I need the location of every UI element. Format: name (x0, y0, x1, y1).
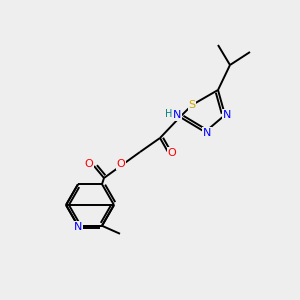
Text: N: N (173, 110, 181, 120)
Text: O: O (117, 159, 125, 169)
Text: O: O (168, 148, 176, 158)
Text: N: N (223, 110, 231, 120)
Text: S: S (188, 100, 196, 110)
Text: H: H (165, 109, 172, 119)
Text: N: N (203, 128, 211, 138)
Text: O: O (85, 159, 93, 169)
Text: N: N (74, 222, 82, 232)
